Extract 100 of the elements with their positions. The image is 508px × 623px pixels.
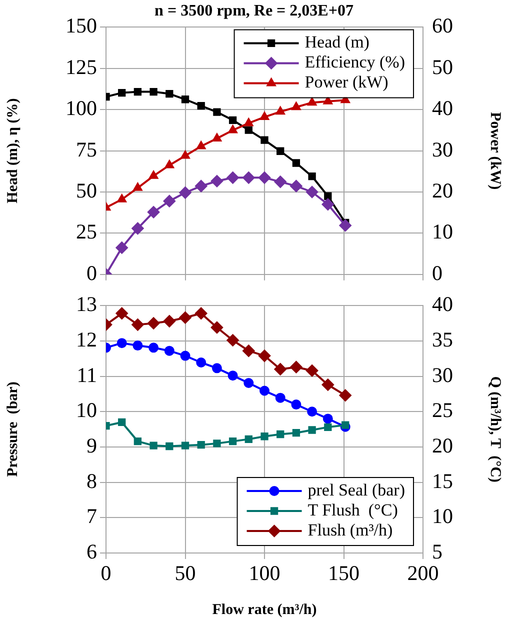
point bbox=[166, 442, 174, 450]
point bbox=[322, 414, 333, 424]
point bbox=[339, 219, 352, 232]
y2-tick-label: 30 bbox=[432, 362, 453, 387]
point bbox=[164, 346, 174, 356]
legend-label: Flush (m³/h) bbox=[308, 520, 393, 540]
point bbox=[308, 98, 317, 106]
point bbox=[306, 186, 318, 198]
y2-tick-label: 50 bbox=[432, 54, 453, 79]
y2-axis-title: Q (m³/h), T (°C) bbox=[487, 376, 504, 482]
y-tick-label: 12 bbox=[76, 327, 97, 352]
point bbox=[290, 361, 302, 374]
point bbox=[276, 106, 285, 115]
y-tick-label: 150 bbox=[66, 14, 97, 38]
point bbox=[242, 344, 255, 357]
y-tick-label: 125 bbox=[66, 54, 97, 79]
point bbox=[195, 307, 208, 320]
y2-tick-label: 20 bbox=[432, 178, 453, 203]
point bbox=[132, 318, 144, 331]
x-tick-label: 200 bbox=[407, 561, 439, 586]
legend-label: Head (m) bbox=[304, 32, 370, 52]
point bbox=[180, 150, 190, 159]
point bbox=[228, 125, 238, 134]
y-axis-title: Pressure (bar) bbox=[4, 382, 21, 477]
y-tick-label: 6 bbox=[86, 540, 97, 564]
point bbox=[117, 194, 126, 202]
chart-title: n = 3500 rpm, Re = 2,03E+07 bbox=[154, 2, 354, 20]
point bbox=[260, 432, 268, 440]
point bbox=[308, 426, 316, 434]
y2-tick-label: 15 bbox=[432, 468, 453, 493]
point bbox=[212, 363, 222, 374]
y-tick-label: 100 bbox=[66, 96, 97, 120]
y-tick-label: 75 bbox=[76, 137, 97, 162]
point bbox=[258, 172, 270, 184]
point bbox=[118, 88, 126, 97]
point bbox=[148, 317, 160, 330]
point bbox=[148, 342, 159, 353]
point bbox=[228, 116, 237, 124]
point bbox=[244, 118, 254, 126]
point bbox=[195, 180, 208, 192]
point bbox=[322, 198, 334, 210]
point bbox=[150, 88, 158, 96]
point bbox=[292, 159, 300, 167]
y-tick-label: 13 bbox=[76, 292, 97, 316]
point bbox=[290, 180, 302, 192]
point bbox=[163, 195, 176, 208]
point bbox=[116, 307, 128, 320]
y2-tick-label: 35 bbox=[432, 327, 453, 352]
point bbox=[244, 126, 252, 134]
y2-tick-label: 0 bbox=[432, 260, 442, 285]
point bbox=[163, 315, 176, 328]
legend-label: T Flush (°C) bbox=[308, 500, 398, 520]
y2-tick-label: 20 bbox=[432, 433, 453, 458]
x-tick-label: 150 bbox=[328, 561, 360, 586]
point bbox=[150, 442, 158, 450]
point bbox=[260, 112, 269, 120]
legend-label: Efficiency (%) bbox=[304, 52, 406, 72]
point bbox=[275, 392, 286, 403]
point bbox=[276, 430, 284, 438]
y-tick-label: 50 bbox=[76, 178, 97, 203]
point bbox=[276, 147, 284, 155]
y2-tick-label: 25 bbox=[432, 398, 453, 422]
point bbox=[226, 172, 239, 184]
point bbox=[274, 363, 286, 376]
legend-label: Power (kW) bbox=[304, 72, 388, 92]
y2-tick-label: 10 bbox=[432, 504, 453, 528]
point bbox=[339, 389, 352, 402]
point bbox=[242, 172, 255, 184]
x-axis-title: Flow rate (m³/h) bbox=[212, 602, 317, 618]
point bbox=[181, 442, 190, 450]
point bbox=[134, 437, 142, 446]
y-tick-label: 0 bbox=[86, 260, 97, 285]
y2-tick-label: 40 bbox=[432, 292, 453, 316]
point bbox=[180, 350, 190, 361]
point bbox=[210, 322, 223, 334]
point bbox=[179, 186, 192, 199]
point bbox=[324, 192, 332, 200]
point bbox=[132, 222, 144, 234]
y-tick-label: 7 bbox=[86, 504, 97, 528]
point bbox=[306, 364, 318, 377]
point bbox=[196, 141, 206, 150]
point bbox=[274, 176, 286, 188]
point bbox=[166, 90, 174, 98]
point bbox=[181, 96, 190, 104]
y2-tick-label: 5 bbox=[432, 540, 442, 564]
y2-axis-title: Power (kW) bbox=[487, 112, 504, 190]
point bbox=[132, 340, 143, 351]
y-tick-label: 9 bbox=[86, 433, 97, 458]
y-tick-label: 25 bbox=[76, 220, 97, 244]
point bbox=[260, 386, 270, 396]
point bbox=[323, 96, 332, 104]
y-axis-title: Head (m), η (%) bbox=[4, 98, 21, 204]
point bbox=[322, 378, 334, 391]
y-tick-label: 10 bbox=[76, 398, 97, 422]
point bbox=[292, 429, 300, 437]
x-tick-label: 100 bbox=[248, 561, 280, 586]
point bbox=[148, 206, 160, 218]
point bbox=[308, 172, 316, 180]
legend-label: prel Seal (bar) bbox=[308, 480, 406, 500]
point bbox=[342, 421, 350, 429]
